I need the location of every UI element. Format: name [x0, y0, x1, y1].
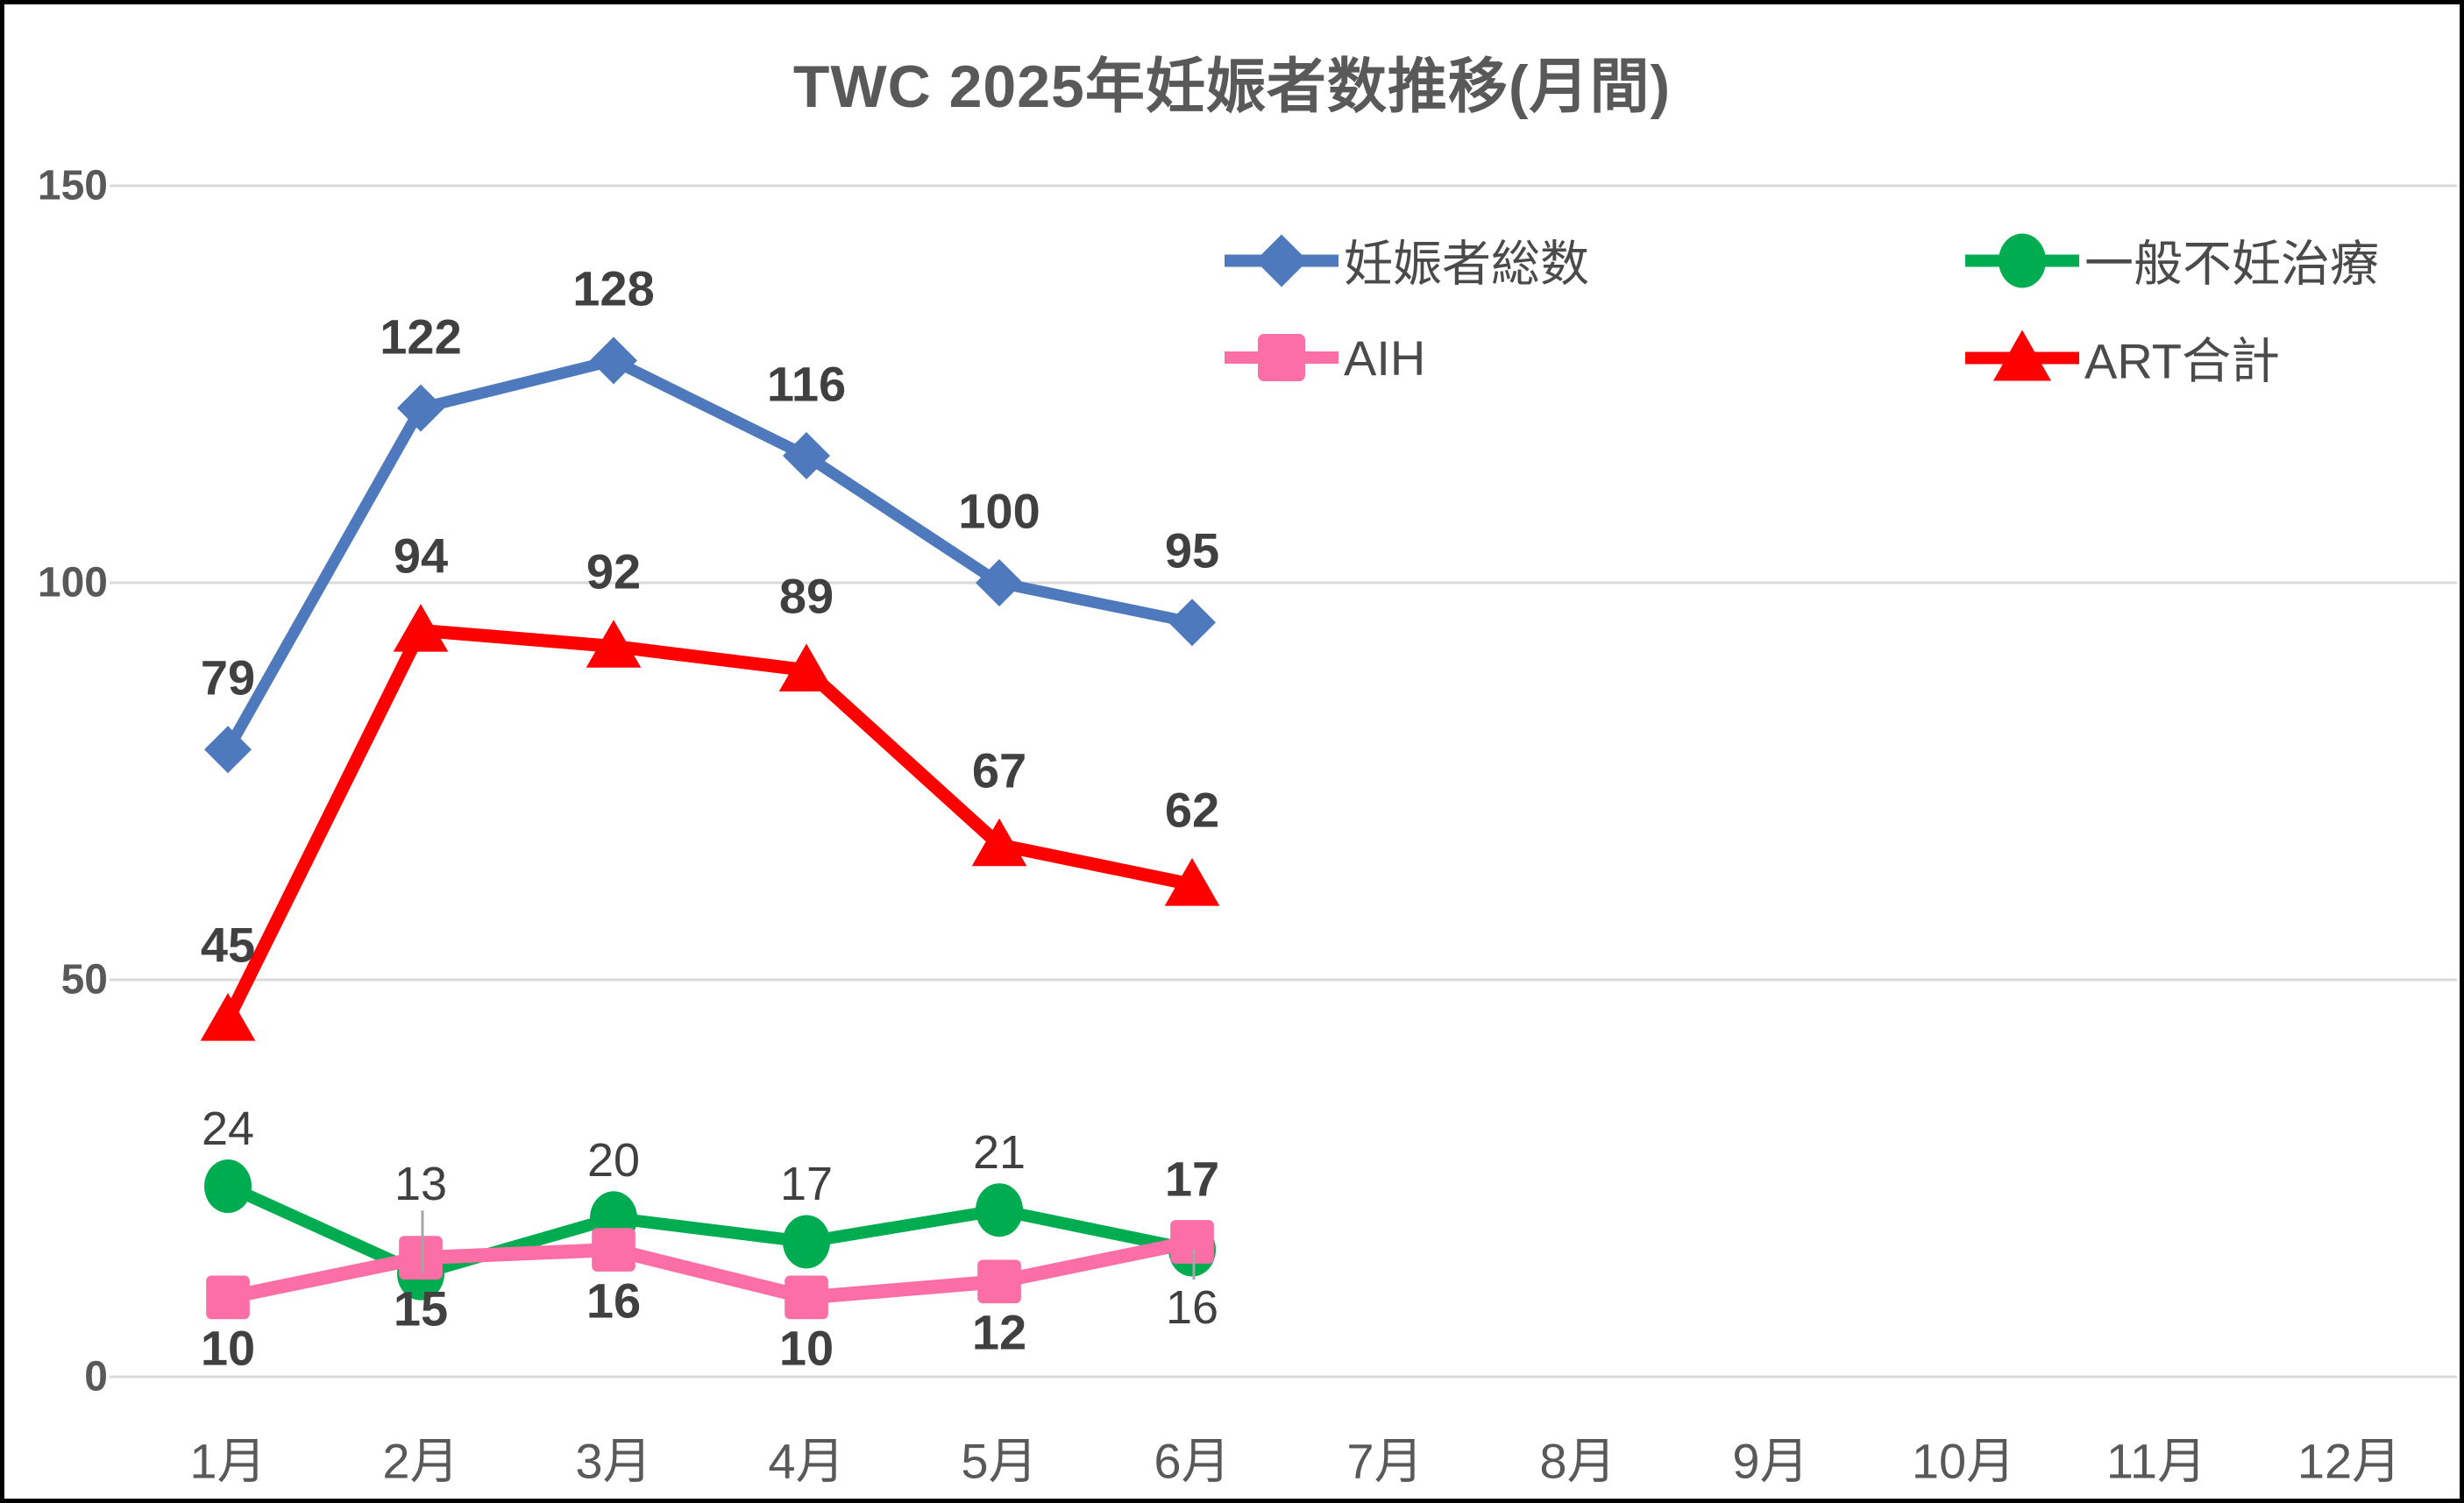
total-data-label: 95	[1164, 522, 1220, 578]
art-data-label: 62	[1164, 782, 1220, 838]
legend-label-aih: AIH	[1344, 330, 1426, 386]
y-axis-tick-label: 0	[84, 1353, 108, 1400]
art-data-label: 89	[778, 568, 834, 624]
plot-area	[110, 184, 2457, 1379]
total-data-label: 116	[766, 356, 847, 412]
aih-marker	[399, 1236, 443, 1280]
x-axis-month-label: 6月	[1154, 1433, 1231, 1489]
general-data-label: 16	[1165, 1281, 1219, 1335]
general-marker	[783, 1215, 830, 1269]
total-legend-diamond-icon	[1225, 234, 1339, 287]
art-marker	[971, 818, 1027, 867]
art-legend-triangle-icon	[1965, 330, 2079, 380]
y-axis-tick-label: 50	[60, 956, 108, 1003]
legend-item-general: 一般不妊治療	[1965, 225, 2379, 296]
total-line	[222, 354, 1198, 755]
x-axis-month-label: 12月	[2297, 1433, 2402, 1489]
total-marker	[590, 337, 637, 385]
x-axis-month-label: 8月	[1539, 1433, 1616, 1489]
art-marker	[200, 993, 256, 1041]
y-axis-tick-label: 100	[37, 559, 108, 606]
art-marker	[778, 643, 834, 691]
aih-data-label: 12	[971, 1304, 1027, 1360]
x-axis-month-label: 5月	[961, 1433, 1038, 1489]
x-axis-month-label: 2月	[382, 1433, 459, 1489]
total-marker	[1168, 599, 1216, 647]
aih-marker	[206, 1275, 250, 1320]
total-data-label: 128	[572, 260, 655, 316]
art-data-label: 94	[393, 528, 449, 584]
art-data-label: 67	[971, 742, 1027, 798]
aih-data-label: 15	[393, 1280, 449, 1336]
total-marker	[397, 384, 444, 432]
legend-item-art: ART合計	[1965, 323, 2280, 393]
aih-marker	[592, 1228, 636, 1272]
total-data-label: 122	[380, 308, 462, 365]
x-axis-month-label: 10月	[1911, 1433, 2016, 1489]
general-data-label: 24	[201, 1102, 255, 1155]
total-data-label: 79	[200, 649, 256, 705]
art-line	[221, 623, 1199, 1026]
chart-title: TWC 2025年妊娠者数推移(月間)	[792, 53, 1672, 120]
general-data-label: 20	[586, 1133, 641, 1187]
total-data-label: 100	[958, 483, 1040, 539]
aih-marker	[785, 1275, 828, 1320]
x-axis-month-label: 7月	[1346, 1433, 1424, 1489]
total-marker	[783, 432, 830, 480]
aih-data-label: 17	[1164, 1151, 1220, 1207]
aih-line	[221, 1234, 1199, 1305]
x-axis-month-label: 9月	[1732, 1433, 1809, 1489]
art-marker	[393, 604, 449, 652]
legend-label-total: 妊娠者総数	[1344, 236, 1589, 292]
y-axis-tick-label: 150	[37, 162, 108, 209]
legend-item-aih: AIH	[1225, 323, 1425, 393]
art-marker	[586, 620, 642, 668]
x-axis-month-label: 11月	[2105, 1433, 2207, 1489]
legend-label-general: 一般不妊治療	[2084, 236, 2379, 292]
total-marker	[976, 559, 1023, 606]
aih-data-label: 10	[200, 1320, 256, 1376]
x-axis-month-label: 3月	[575, 1433, 652, 1489]
legend-item-total: 妊娠者総数	[1225, 225, 1589, 296]
general-marker	[204, 1159, 252, 1214]
aih-legend-square-icon	[1225, 334, 1339, 381]
general-data-label: 21	[972, 1125, 1026, 1179]
aih-data-label: 16	[586, 1273, 642, 1329]
art-data-label: 92	[586, 543, 642, 599]
general-legend-circle-icon	[1965, 233, 2079, 287]
general-data-label: 13	[394, 1158, 448, 1211]
art-data-label: 45	[200, 917, 256, 973]
x-axis-month-label: 4月	[768, 1433, 845, 1489]
general-data-label: 17	[779, 1157, 834, 1210]
aih-data-label: 10	[778, 1320, 834, 1376]
general-marker	[976, 1183, 1023, 1237]
legend-label-art: ART合計	[2084, 333, 2280, 389]
art-marker	[1164, 858, 1220, 906]
aih-marker	[1170, 1220, 1214, 1264]
total-marker	[204, 726, 252, 774]
aih-marker	[977, 1259, 1021, 1304]
x-axis-month-label: 1月	[189, 1433, 266, 1489]
